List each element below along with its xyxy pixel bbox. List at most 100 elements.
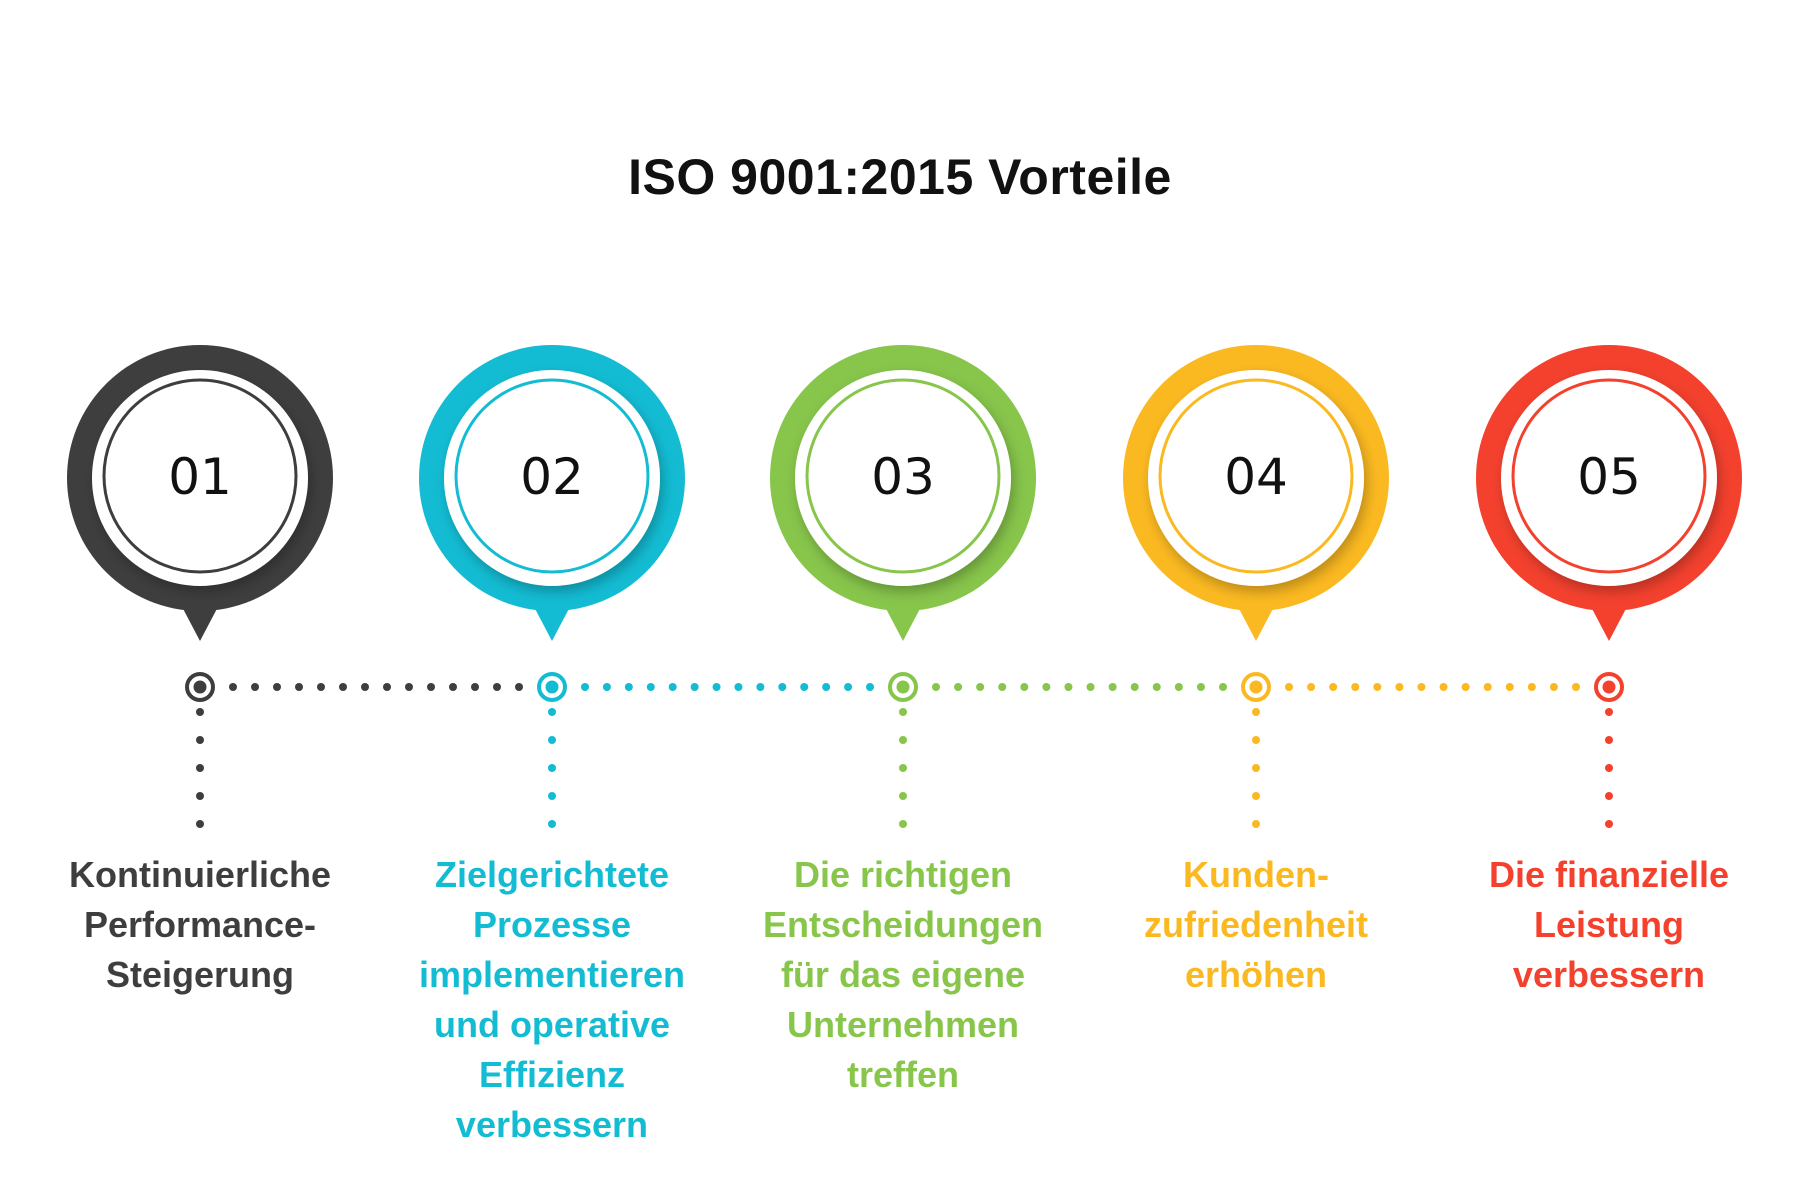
timeline-node-inner — [1602, 680, 1616, 694]
connector-dot — [515, 683, 523, 691]
connector-dot — [800, 683, 809, 691]
connector-dot — [1285, 683, 1293, 691]
connector-dot — [1064, 683, 1073, 691]
step-label: Zielgerichtete Prozesse implementieren u… — [418, 854, 686, 1145]
connector-dot — [1329, 683, 1338, 691]
step-4: 04 — [1123, 345, 1389, 828]
connector-dot — [1152, 683, 1161, 691]
vertical-connector-dot — [1252, 736, 1260, 744]
step-label: Die finanzielle Leistung verbessern — [1488, 854, 1730, 995]
vertical-connector-dot — [1605, 708, 1613, 716]
step-inner-disc — [444, 370, 660, 586]
connector-dot — [1307, 683, 1316, 691]
connector-dot — [712, 683, 721, 691]
connector-dot — [646, 683, 655, 691]
step-inner-ring — [102, 378, 298, 574]
step-label: Kontinuierliche Performance- Steigerung — [68, 854, 332, 995]
vertical-connector-dot — [899, 792, 907, 800]
connector-dot — [229, 683, 237, 691]
connector-dot — [427, 683, 435, 691]
step-pointer — [180, 603, 220, 641]
connector-dot — [317, 683, 325, 691]
step-inner-disc — [1501, 370, 1717, 586]
step-number: 01 — [168, 448, 232, 506]
vertical-connector-dot — [1252, 708, 1260, 716]
connector-dot — [1395, 683, 1404, 691]
step-number: 05 — [1577, 448, 1641, 506]
connector-dot — [493, 683, 501, 691]
step-pointer — [883, 603, 923, 641]
connector-dot — [734, 683, 743, 691]
page-title: ISO 9001:2015 Vorteile — [628, 149, 1172, 205]
vertical-connector-dot — [548, 792, 556, 800]
vertical-connector-dot — [1605, 820, 1613, 828]
connector-dot — [1483, 683, 1492, 691]
timeline-steps: 01 02 03 04 05 — [67, 345, 1742, 828]
connector-dot — [1020, 683, 1029, 691]
connector-dot — [624, 683, 633, 691]
connector-dot — [954, 683, 963, 691]
vertical-connector-dot — [1605, 736, 1613, 744]
connector-dot — [1351, 683, 1360, 691]
step-label: Die richtigen Entscheidungen für das eig… — [762, 854, 1044, 1095]
timeline-node-inner — [1249, 680, 1263, 694]
connector-dot — [602, 683, 611, 691]
step-inner-ring — [805, 378, 1001, 574]
connector-dot — [932, 683, 940, 691]
connector-dot — [1042, 683, 1051, 691]
timeline-node-inner — [193, 680, 207, 694]
step-inner-disc — [795, 370, 1011, 586]
connector-dot — [383, 683, 391, 691]
vertical-connector-dot — [899, 736, 907, 744]
step-5: 05 — [1476, 345, 1742, 828]
step-number: 02 — [520, 448, 584, 506]
connector-dot — [251, 683, 259, 691]
vertical-connector-dot — [1252, 820, 1260, 828]
connector-dot — [449, 683, 457, 691]
vertical-connector-dot — [899, 764, 907, 772]
connector-dot — [1086, 683, 1095, 691]
timeline-connectors — [229, 683, 1580, 691]
step-pointer — [532, 603, 572, 641]
step-2: 02 — [419, 345, 685, 828]
connector-dot — [581, 683, 589, 691]
connector-dot — [471, 683, 479, 691]
connector-dot — [1219, 683, 1227, 691]
step-inner-disc — [1148, 370, 1364, 586]
connector-dot — [1417, 683, 1426, 691]
connector-dot — [1174, 683, 1183, 691]
connector-dot — [405, 683, 413, 691]
connector-dot — [1549, 683, 1558, 691]
step-pointer — [1589, 603, 1629, 641]
connector-dot — [1505, 683, 1514, 691]
vertical-connector-dot — [1252, 764, 1260, 772]
vertical-connector-dot — [548, 764, 556, 772]
step-inner-ring — [454, 378, 650, 574]
step-pointer — [1236, 603, 1276, 641]
connector-dot — [273, 683, 281, 691]
vertical-connector-dot — [1605, 764, 1613, 772]
step-number: 03 — [871, 448, 935, 506]
vertical-connector-dot — [1605, 792, 1613, 800]
connector-dot — [1196, 683, 1205, 691]
vertical-connector-dot — [196, 736, 204, 744]
connector-dot — [1373, 683, 1382, 691]
vertical-connector-dot — [548, 708, 556, 716]
step-3: 03 — [770, 345, 1036, 828]
step-inner-ring — [1158, 378, 1354, 574]
connector-dot — [361, 683, 369, 691]
vertical-connector-dot — [196, 792, 204, 800]
timeline-node-inner — [545, 680, 559, 694]
connector-dot — [998, 683, 1007, 691]
connector-dot — [976, 683, 985, 691]
connector-dot — [1572, 683, 1580, 691]
step-number: 04 — [1224, 448, 1288, 506]
vertical-connector-dot — [548, 736, 556, 744]
connector-dot — [1130, 683, 1139, 691]
connector-dot — [1108, 683, 1117, 691]
connector-dot — [690, 683, 699, 691]
step-label: Kunden- zufriedenheit erhöhen — [1143, 854, 1368, 995]
vertical-connector-dot — [548, 820, 556, 828]
connector-dot — [822, 683, 831, 691]
